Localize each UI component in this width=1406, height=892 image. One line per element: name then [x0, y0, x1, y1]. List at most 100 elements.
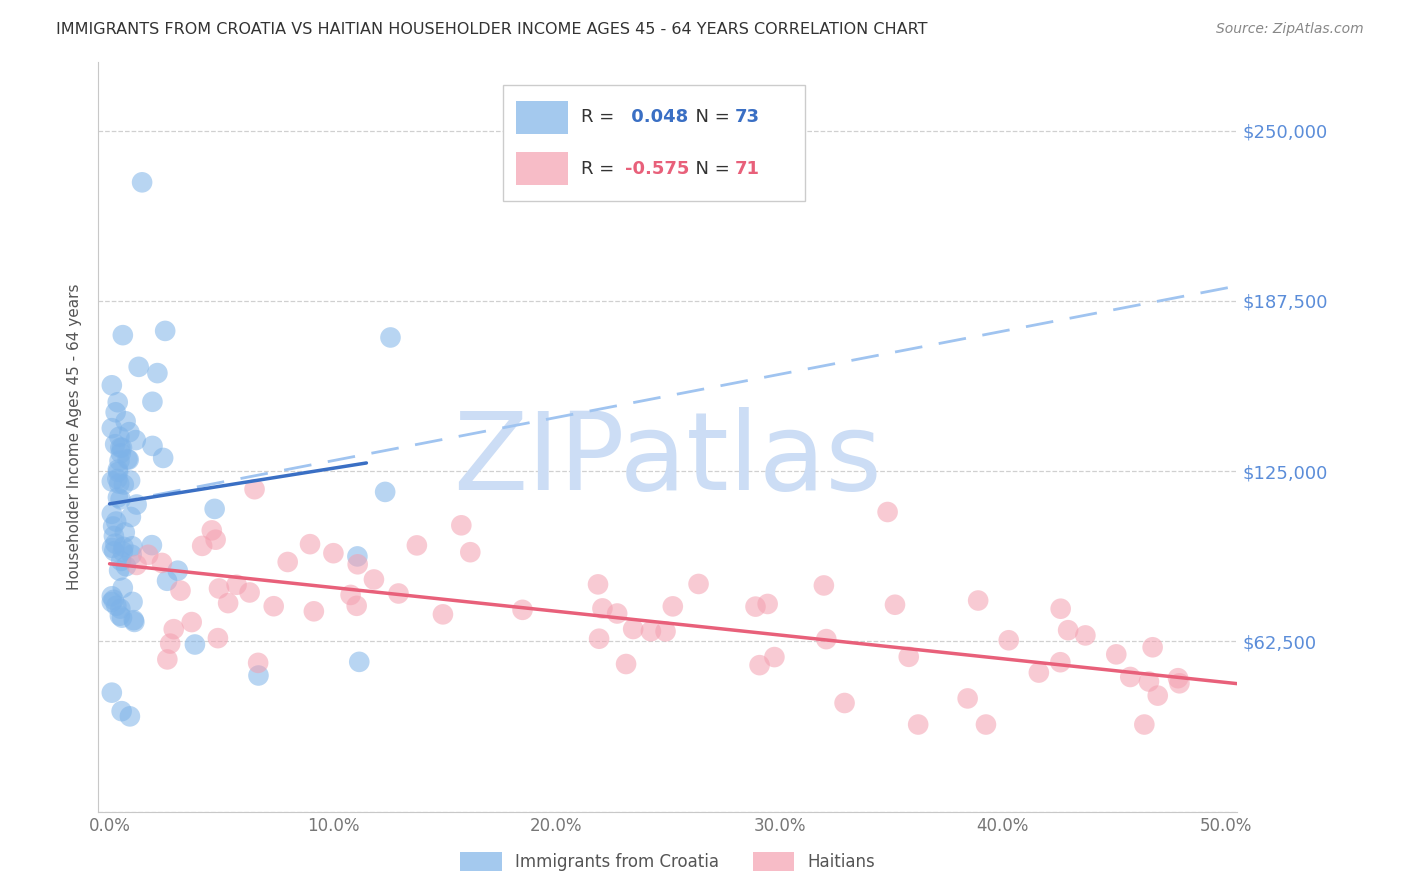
- Point: [621, 622, 644, 636]
- Point: [169, 583, 191, 598]
- Point: [346, 599, 368, 613]
- Point: [1137, 674, 1160, 689]
- Point: [1168, 676, 1191, 690]
- Point: [1167, 671, 1189, 685]
- Point: [110, 601, 132, 615]
- Point: [1142, 640, 1164, 655]
- Point: [118, 452, 141, 467]
- Point: [346, 549, 368, 564]
- Point: [120, 510, 142, 524]
- Point: [118, 709, 141, 723]
- Point: [125, 498, 148, 512]
- Point: [163, 622, 186, 636]
- Point: [201, 524, 224, 538]
- Point: [748, 658, 770, 673]
- Point: [184, 638, 207, 652]
- Point: [108, 430, 131, 444]
- Point: [152, 450, 174, 465]
- Point: [112, 540, 135, 554]
- Point: [243, 482, 266, 496]
- Legend: Immigrants from Croatia, Haitians: Immigrants from Croatia, Haitians: [460, 852, 876, 871]
- Point: [156, 652, 179, 666]
- Point: [588, 632, 610, 646]
- Point: [606, 607, 628, 621]
- Point: [111, 441, 134, 455]
- Point: [1074, 628, 1097, 642]
- Point: [121, 548, 143, 562]
- Text: Source: ZipAtlas.com: Source: ZipAtlas.com: [1216, 22, 1364, 37]
- Point: [107, 491, 129, 505]
- Point: [146, 366, 169, 380]
- Point: [101, 519, 124, 533]
- Point: [103, 529, 125, 543]
- Point: [191, 539, 214, 553]
- Point: [458, 545, 481, 559]
- Point: [208, 582, 231, 596]
- Point: [118, 425, 141, 439]
- Point: [108, 476, 131, 491]
- Point: [1105, 648, 1128, 662]
- Text: -0.575: -0.575: [624, 160, 689, 178]
- Text: N =: N =: [683, 109, 735, 127]
- Point: [141, 394, 163, 409]
- Point: [121, 539, 143, 553]
- Point: [813, 578, 835, 592]
- Point: [124, 615, 146, 629]
- Point: [105, 472, 128, 486]
- Point: [114, 525, 136, 540]
- Point: [756, 597, 779, 611]
- Point: [105, 515, 128, 529]
- Point: [640, 624, 662, 639]
- Point: [450, 518, 472, 533]
- Point: [299, 537, 322, 551]
- Point: [101, 595, 124, 609]
- Point: [247, 668, 270, 682]
- Text: N =: N =: [683, 160, 735, 178]
- Point: [876, 505, 898, 519]
- Point: [104, 437, 127, 451]
- Point: [815, 632, 838, 647]
- Point: [111, 544, 134, 558]
- Point: [101, 541, 124, 555]
- Point: [688, 577, 710, 591]
- Point: [103, 592, 125, 607]
- Point: [101, 686, 124, 700]
- Point: [112, 477, 135, 491]
- Point: [207, 631, 229, 645]
- Point: [997, 633, 1019, 648]
- Point: [166, 564, 188, 578]
- Point: [114, 414, 136, 428]
- Point: [1057, 623, 1080, 637]
- Point: [120, 474, 142, 488]
- Point: [153, 324, 176, 338]
- Point: [180, 615, 202, 629]
- Point: [108, 454, 131, 468]
- Text: 0.048: 0.048: [624, 109, 688, 127]
- Point: [339, 588, 361, 602]
- Point: [110, 554, 132, 568]
- Point: [204, 533, 226, 547]
- Point: [101, 421, 124, 435]
- Point: [1119, 670, 1142, 684]
- Point: [614, 657, 637, 671]
- Point: [380, 330, 402, 344]
- Text: R =: R =: [581, 109, 620, 127]
- Point: [387, 586, 409, 600]
- Point: [125, 558, 148, 572]
- Point: [141, 439, 163, 453]
- Point: [156, 574, 179, 588]
- Point: [122, 613, 145, 627]
- Point: [247, 656, 270, 670]
- Point: [591, 601, 613, 615]
- Point: [834, 696, 856, 710]
- Point: [136, 548, 159, 562]
- Point: [586, 577, 609, 591]
- Point: [150, 556, 173, 570]
- Point: [302, 604, 325, 618]
- Point: [322, 546, 344, 560]
- Point: [432, 607, 454, 622]
- Point: [104, 405, 127, 419]
- Bar: [516, 101, 568, 134]
- Point: [363, 573, 385, 587]
- Point: [897, 649, 920, 664]
